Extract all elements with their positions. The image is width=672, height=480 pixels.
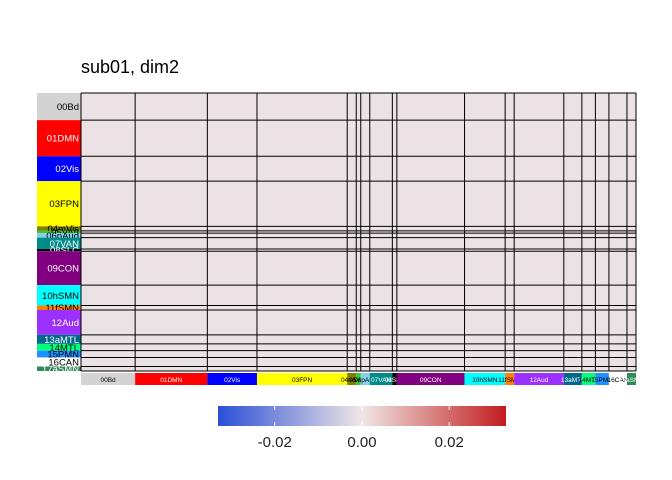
row-label-00Bd: 00Bd <box>57 102 79 113</box>
row-label-04mVis: 04mVis <box>47 224 79 235</box>
row-label-05VAtt: 05VAtt <box>51 228 79 239</box>
row-strip-12Aud <box>37 309 81 335</box>
col-strip-10hSMN <box>464 373 506 385</box>
col-strip-00Bd <box>81 373 136 385</box>
row-strip-01DMN <box>37 120 81 157</box>
col-label-16CAN: 16CAN <box>607 377 628 384</box>
col-strip-13aMTL <box>563 373 582 385</box>
col-strip-14MTL <box>581 373 596 385</box>
row-strip-14MTL <box>37 343 81 351</box>
col-label-11fSMN: 11fSMN <box>498 377 521 384</box>
col-strip-04mVis <box>347 373 357 385</box>
col-label-04mVis: 04mVis <box>341 377 363 384</box>
col-label-09CON: 09CON <box>420 377 442 384</box>
row-strip-08SLC <box>37 248 81 252</box>
col-label-15PMN: 15PMN <box>591 377 613 384</box>
row-strip-00Bd <box>37 93 81 121</box>
row-label-06pAud: 06pAud <box>46 231 79 242</box>
row-strip-09CON <box>37 251 81 286</box>
row-label-17aSMN: 17aSMN <box>42 364 79 375</box>
row-strip-10hSMN <box>37 285 81 306</box>
row-label-09CON: 09CON <box>47 264 79 275</box>
row-strip-15PMN <box>37 350 81 358</box>
row-label-03FPN: 03FPN <box>49 199 79 210</box>
col-label-07VAN: 07VAN <box>371 377 391 384</box>
row-label-02Vis: 02Vis <box>55 164 79 175</box>
col-strip-17aSMN <box>626 373 636 385</box>
col-strip-01DMN <box>135 373 208 385</box>
chart-title: sub01, dim2 <box>81 57 180 77</box>
col-strip-07VAN <box>369 373 393 385</box>
column-label-group: 00Bd 01DMN 02Vis 03FPN 04mVis05VAtt06pAud07V… <box>81 373 644 385</box>
row-strip-03FPN <box>37 181 81 227</box>
row-label-14MTL: 14MTL <box>49 343 79 354</box>
row-label-12Aud: 12Aud <box>52 318 79 329</box>
row-label-07VAN: 07VAN <box>50 239 80 250</box>
col-label-14MTL: 14MTL <box>579 377 600 384</box>
col-strip-02Vis <box>207 373 257 385</box>
col-label-13aMTL: 13aMTL <box>561 377 585 384</box>
col-strip-08SLC <box>392 373 397 385</box>
colorbar-tick-label-2: 0.02 <box>435 434 464 451</box>
col-strip-09CON <box>396 373 465 385</box>
col-strip-05VAtt <box>356 373 361 385</box>
row-strip-04mVis <box>37 226 81 231</box>
col-strip-03FPN <box>256 373 348 385</box>
row-strip-07VAN <box>37 237 81 249</box>
row-label-15PMN: 15PMN <box>47 350 79 361</box>
col-label-10hSMN: 10hSMN <box>472 377 498 384</box>
row-strip-02Vis <box>37 156 81 182</box>
row-strip-11fSMN <box>37 305 81 310</box>
heatmap-cell-area <box>81 93 636 371</box>
heatmap-cells <box>81 93 636 371</box>
col-strip-12Aud <box>514 373 564 385</box>
row-label-08SLC: 08SLC <box>50 246 79 257</box>
row-strip-05VAtt <box>37 230 81 234</box>
row-label-group: 00Bd 01DMN 02Vis 03FPN 04mVis05VAtt06pAud07V… <box>37 93 81 375</box>
col-label-02Vis: 02Vis <box>224 377 241 384</box>
col-strip-16CAN <box>608 373 627 385</box>
row-label-10hSMN: 10hSMN <box>42 291 79 302</box>
col-strip-11fSMN <box>505 373 515 385</box>
colorbar-tick-label-0: -0.02 <box>258 434 292 451</box>
row-strip-17aSMN <box>37 366 81 371</box>
col-label-06pAud: 06pAud <box>354 377 377 384</box>
row-label-11fSMN: 11fSMN <box>45 303 79 314</box>
row-label-13aMTL: 13aMTL <box>44 335 79 346</box>
col-strip-06pAud <box>360 373 370 385</box>
row-strip-16CAN <box>37 357 81 367</box>
colorbar-tick-label-1: 0.00 <box>347 434 376 451</box>
col-label-17aSMN: 17aSMN <box>619 377 645 384</box>
grid-lines <box>80 92 637 372</box>
col-label-03FPN: 03FPN <box>292 377 313 384</box>
colorbar-gradient <box>218 406 506 426</box>
row-strip-13aMTL <box>37 334 81 344</box>
row-label-16CAN: 16CAN <box>48 357 79 368</box>
col-label-00Bd: 00Bd <box>100 377 116 384</box>
col-label-12Aud: 12Aud <box>530 377 549 384</box>
col-label-08SLC: 08SLC <box>385 377 405 384</box>
col-label-05VAtt: 05VAtt <box>349 377 368 384</box>
col-label-01DMN: 01DMN <box>160 377 182 384</box>
col-strip-15PMN <box>595 373 609 385</box>
row-strip-06pAud <box>37 233 81 238</box>
colorbar: -0.02 0.00 0.02 <box>218 406 506 451</box>
row-label-01DMN: 01DMN <box>47 134 79 145</box>
